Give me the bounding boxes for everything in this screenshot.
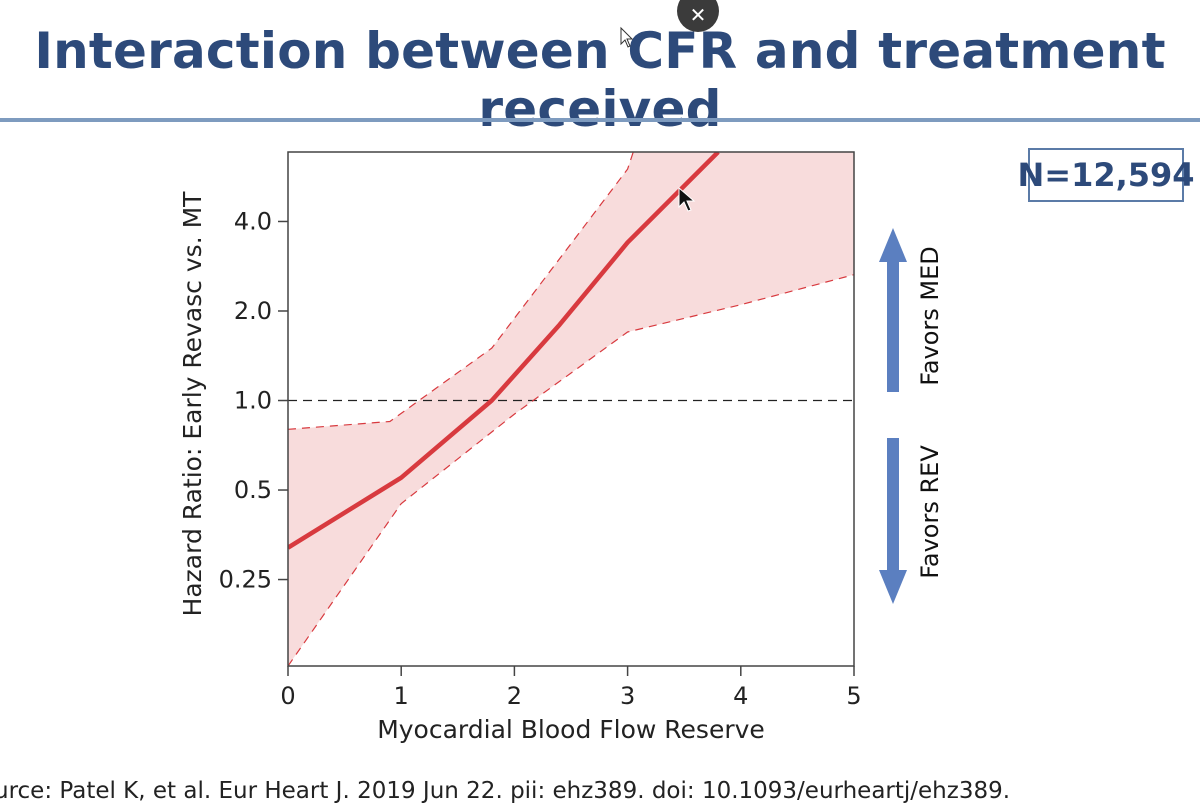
upper-ci-line xyxy=(288,152,634,430)
x-tick-label: 5 xyxy=(846,682,861,710)
close-icon: ✕ xyxy=(689,3,707,27)
sample-size-badge: N=12,594 xyxy=(1017,148,1195,202)
lower-ci-line xyxy=(288,274,854,666)
y-axis-title: Hazard Ratio: Early Revasc vs. MT xyxy=(178,191,207,617)
x-tick-label: 1 xyxy=(394,682,409,710)
x-axis-title: Myocardial Blood Flow Reserve xyxy=(377,715,765,744)
y-tick-label: 0.5 xyxy=(234,476,272,504)
y-tick-label: 0.25 xyxy=(219,566,272,594)
cursor-outline-icon xyxy=(620,26,634,48)
title-divider xyxy=(0,118,1200,122)
x-tick-label: 2 xyxy=(507,682,522,710)
slide-title: Interaction between CFR and treatment re… xyxy=(34,22,1166,138)
hazard-ratio-line xyxy=(288,152,720,550)
x-tick-label: 0 xyxy=(280,682,295,710)
citation: urce: Patel K, et al. Eur Heart J. 2019 … xyxy=(0,778,1011,804)
x-tick-label: 3 xyxy=(620,682,635,710)
favors-rev-label: Favors REV xyxy=(916,445,944,579)
y-tick-label: 2.0 xyxy=(234,297,272,325)
confidence-band xyxy=(288,152,854,666)
favors-med-arrow xyxy=(879,228,907,392)
y-tick-label: 4.0 xyxy=(234,207,272,235)
cursor-icon xyxy=(678,186,696,212)
favors-med-label: Favors MED xyxy=(916,246,944,386)
y-tick-label: 1.0 xyxy=(234,387,272,415)
plot-frame xyxy=(287,151,855,667)
x-tick-label: 4 xyxy=(733,682,748,710)
favors-rev-arrow xyxy=(879,438,907,604)
